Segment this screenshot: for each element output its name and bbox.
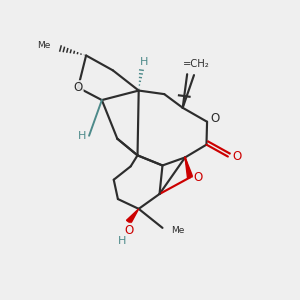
- Text: H: H: [118, 236, 126, 246]
- Text: O: O: [194, 171, 203, 184]
- Text: Me: Me: [37, 41, 50, 50]
- Text: H: H: [140, 57, 148, 67]
- Text: =CH₂: =CH₂: [183, 59, 209, 69]
- Polygon shape: [127, 209, 139, 224]
- Text: O: O: [232, 150, 242, 163]
- Polygon shape: [185, 158, 193, 178]
- Text: Me: Me: [171, 226, 185, 235]
- Text: H: H: [78, 131, 87, 141]
- Text: O: O: [211, 112, 220, 125]
- Text: O: O: [74, 81, 83, 94]
- Text: O: O: [124, 224, 133, 237]
